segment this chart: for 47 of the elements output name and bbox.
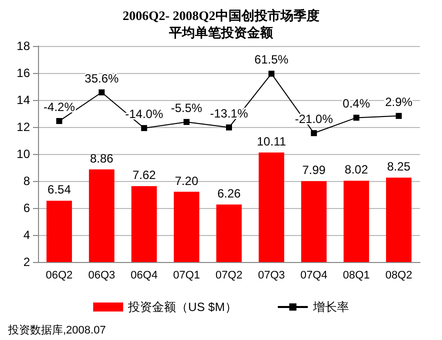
data-label: -5.5% — [170, 100, 203, 115]
point — [98, 89, 105, 96]
y-tick-label: 14 — [16, 93, 30, 107]
data-label: 6.54 — [48, 182, 72, 197]
y-tick-label: 18 — [16, 39, 30, 53]
y-tick-label: 6 — [23, 201, 30, 215]
point — [184, 118, 190, 125]
data-label: 2.9% — [385, 94, 413, 109]
y-tick-label: 2 — [23, 255, 30, 269]
data-label: 8.25 — [387, 160, 411, 174]
point — [141, 125, 148, 132]
data-label: 6.26 — [217, 186, 241, 200]
legend-label: 增长率 — [312, 300, 349, 314]
x-tick-label: 07Q3 — [258, 270, 285, 282]
x-tick-label: 06Q3 — [88, 270, 116, 282]
legend-label: 投资金额（US $M） — [127, 300, 237, 314]
chart-subtitle: 平均单笔投资金额 — [168, 25, 274, 40]
data-label: 7.99 — [302, 163, 326, 178]
point — [56, 118, 62, 124]
x-tick-label: 07Q2 — [216, 270, 242, 282]
point — [353, 114, 360, 121]
data-label: 7.20 — [174, 174, 199, 188]
data-label: 8.86 — [90, 151, 114, 166]
data-label: 10.11 — [256, 134, 286, 149]
y-tick-label: 12 — [16, 120, 30, 134]
x-tick-label: 07Q1 — [173, 270, 200, 282]
y-tick-label: 4 — [23, 228, 30, 242]
data-label: 7.62 — [132, 168, 156, 182]
data-label: 61.5% — [254, 52, 289, 67]
x-tick-label: 08Q1 — [342, 270, 370, 282]
data-label: 8.02 — [344, 162, 368, 177]
data-label: -4.2% — [44, 100, 76, 114]
y-tick-label: 8 — [23, 174, 30, 188]
data-label: 0.4% — [342, 96, 370, 111]
point — [226, 124, 232, 130]
point — [268, 70, 274, 77]
y-tick-label: 10 — [16, 147, 30, 161]
y-tick-label: 16 — [16, 66, 30, 80]
x-tick-label: 06Q2 — [46, 270, 73, 282]
x-tick-label: 06Q4 — [130, 270, 158, 282]
point — [396, 112, 402, 119]
data-label: 35.6% — [84, 71, 120, 86]
point — [310, 130, 317, 136]
x-tick-label: 08Q2 — [385, 270, 412, 282]
x-tick-label: 07Q4 — [300, 270, 328, 282]
text: 投资数据库,2008.07 — [7, 324, 106, 336]
chart-title: 2006Q2- 2008Q2中国创投市场季度 — [122, 8, 320, 23]
